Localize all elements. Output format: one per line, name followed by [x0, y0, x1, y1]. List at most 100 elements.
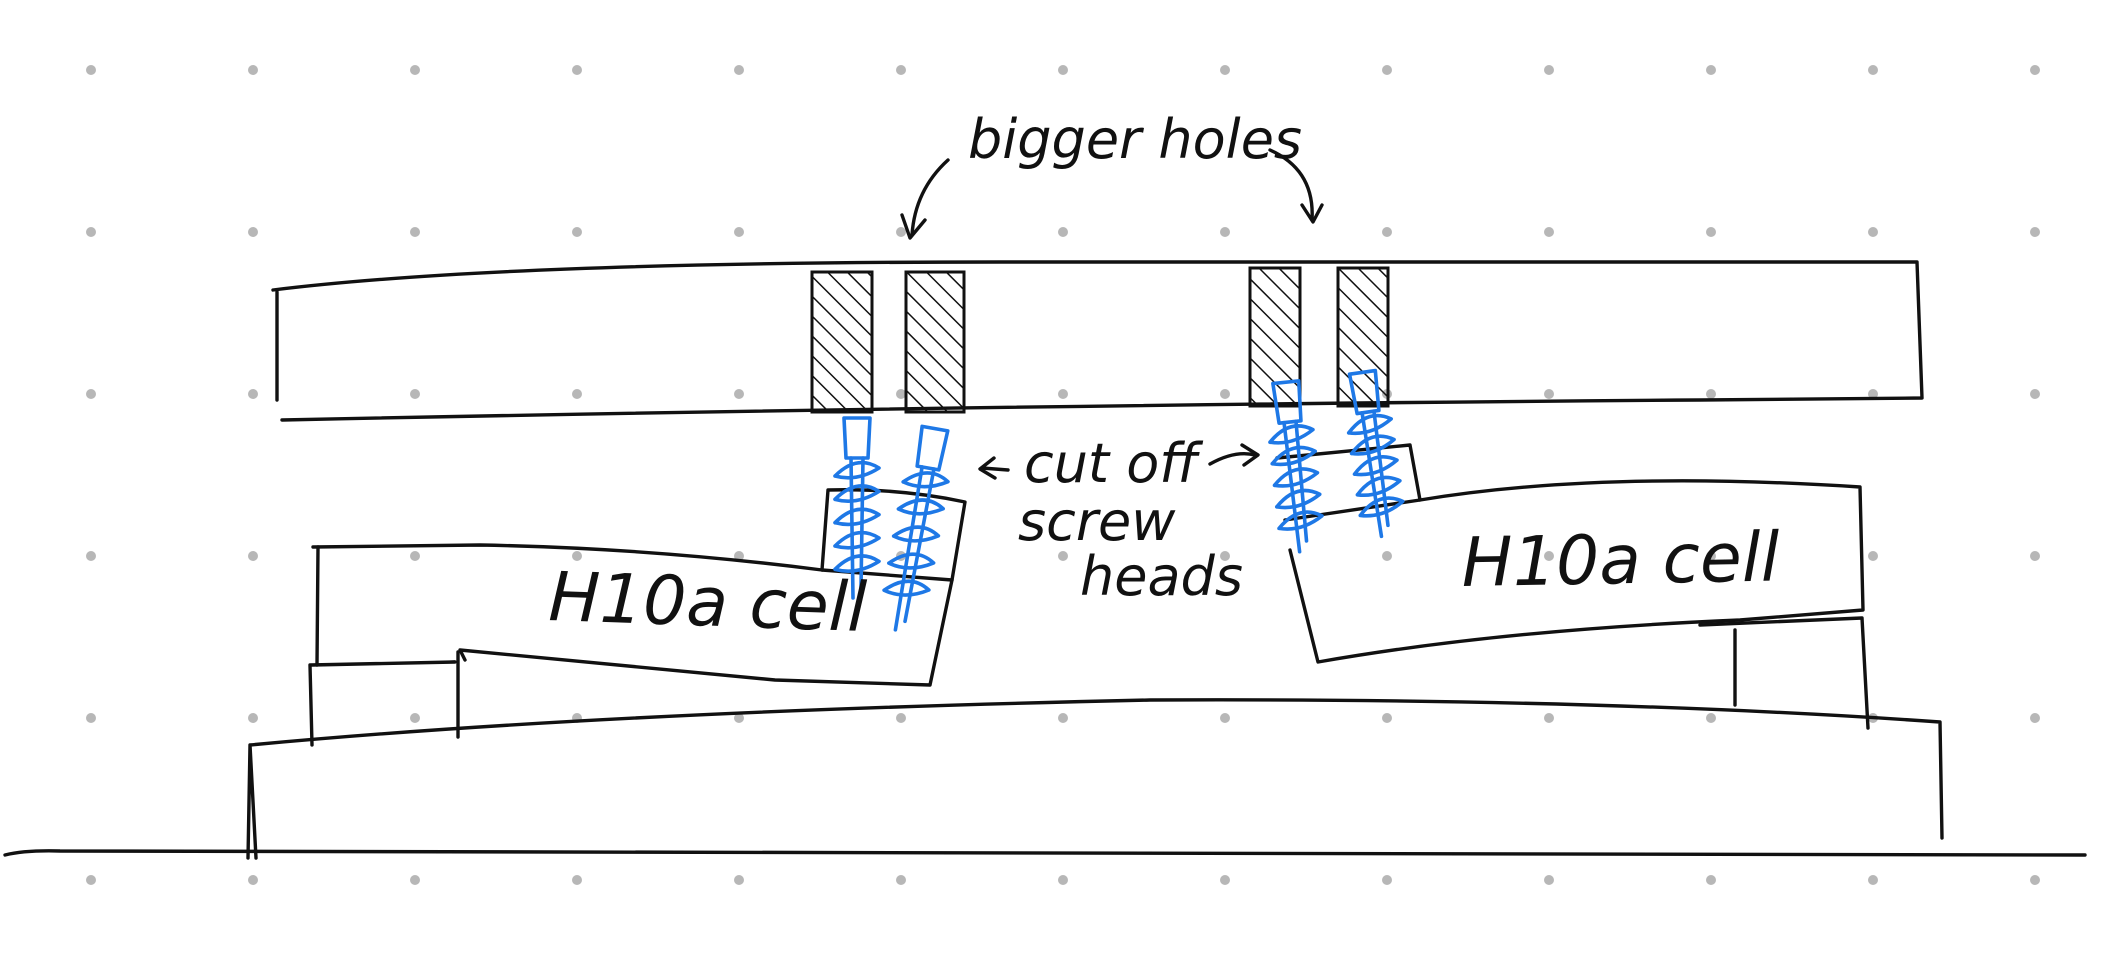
grid-dot	[2030, 713, 2040, 723]
grid-dot	[86, 65, 96, 75]
grid-dot	[2030, 875, 2040, 885]
grid-dot	[1382, 65, 1392, 75]
label-cell-left: H10a cell	[547, 558, 868, 648]
left-cell	[308, 488, 967, 747]
grid-dot	[410, 551, 420, 561]
grid-dot	[1706, 551, 1716, 561]
grid-dot	[1544, 551, 1554, 561]
arrowhead-cut-off-left	[978, 456, 997, 480]
grid-dot	[410, 713, 420, 723]
grid-dot	[1220, 227, 1230, 237]
grid-dot	[1058, 389, 1068, 399]
label-screw: screw	[1018, 490, 1176, 553]
grid-dot	[896, 65, 906, 75]
grid-dot	[248, 875, 258, 885]
grid-dot	[572, 65, 582, 75]
grid-dot	[248, 713, 258, 723]
screw-4	[1346, 368, 1405, 539]
grid-dot	[1544, 713, 1554, 723]
grid-dot	[1220, 551, 1230, 561]
grid-dot	[1382, 551, 1392, 561]
grid-dot	[572, 551, 582, 561]
grid-dot	[1868, 65, 1878, 75]
grid-dot	[1868, 227, 1878, 237]
screw-1	[833, 416, 881, 600]
grid-dot	[86, 389, 96, 399]
arrowhead-right	[1300, 203, 1324, 224]
screw-2	[882, 424, 950, 632]
grid-dot	[2030, 65, 2040, 75]
grid-dot	[1058, 227, 1068, 237]
grid-dot	[248, 389, 258, 399]
grid-dot	[410, 227, 420, 237]
top-plate	[271, 260, 1924, 422]
grid-dot	[734, 551, 744, 561]
grid-dot	[734, 875, 744, 885]
hole-hatch-4	[1336, 266, 1390, 408]
grid-dot	[896, 227, 906, 237]
grid-dot	[1868, 551, 1878, 561]
grid-dot	[896, 875, 906, 885]
grid-dot	[1058, 875, 1068, 885]
grid-dot	[1544, 65, 1554, 75]
arrow-cut-off-right	[1208, 451, 1257, 466]
grid-dot	[86, 551, 96, 561]
grid-dot	[1544, 875, 1554, 885]
screw-3	[1268, 379, 1324, 554]
grid-dot	[1706, 389, 1716, 399]
grid-dot	[1220, 65, 1230, 75]
grid-dot	[248, 227, 258, 237]
grid-dot	[1706, 65, 1716, 75]
label-heads: heads	[1080, 545, 1243, 608]
grid-dot	[1220, 875, 1230, 885]
grid-dot	[1868, 875, 1878, 885]
grid-dot	[2030, 227, 2040, 237]
hole-hatch-2	[904, 270, 966, 414]
grid-dot	[1058, 713, 1068, 723]
grid-dot	[1382, 713, 1392, 723]
ground-line	[3, 849, 2087, 857]
grid-dot	[410, 875, 420, 885]
arrow-bigger-holes-right	[1268, 148, 1314, 222]
grid-dot	[2030, 389, 2040, 399]
grid-dot	[734, 65, 744, 75]
grid-dot	[410, 65, 420, 75]
grid-dot	[1706, 227, 1716, 237]
grid-dot	[1220, 389, 1230, 399]
grid-dot	[1382, 875, 1392, 885]
base-plate	[246, 698, 1944, 860]
grid-dot	[572, 227, 582, 237]
hole-hatch-1	[810, 270, 874, 414]
grid-dot	[734, 227, 744, 237]
arrowhead-cut-off-right	[1240, 443, 1260, 467]
grid-dot	[572, 875, 582, 885]
grid-dot	[86, 875, 96, 885]
hole-hatch-3	[1248, 266, 1302, 408]
grid-dot	[86, 713, 96, 723]
grid-dot	[86, 227, 96, 237]
arrowhead-left	[900, 213, 927, 240]
arrow-bigger-holes-left	[910, 158, 950, 237]
grid-dot	[1868, 389, 1878, 399]
grid-dot	[1706, 875, 1716, 885]
grid-dot	[734, 389, 744, 399]
label-bigger-holes: bigger holes	[968, 108, 1302, 171]
grid-dot	[1382, 227, 1392, 237]
grid-dot	[1058, 65, 1068, 75]
grid-dot	[896, 713, 906, 723]
grid-dot	[2030, 551, 2040, 561]
grid-dot	[896, 389, 906, 399]
grid-dot	[248, 551, 258, 561]
grid-dot	[1706, 713, 1716, 723]
grid-dot	[1544, 227, 1554, 237]
label-cell-right: H10a cell	[1461, 518, 1780, 603]
grid-dot	[1058, 551, 1068, 561]
label-cut-off: cut off	[1024, 432, 1203, 495]
grid-dot	[1220, 713, 1230, 723]
grid-dot	[248, 65, 258, 75]
grid-dot	[1544, 389, 1554, 399]
grid-dot	[572, 389, 582, 399]
grid-dot	[734, 713, 744, 723]
grid-dot	[410, 389, 420, 399]
